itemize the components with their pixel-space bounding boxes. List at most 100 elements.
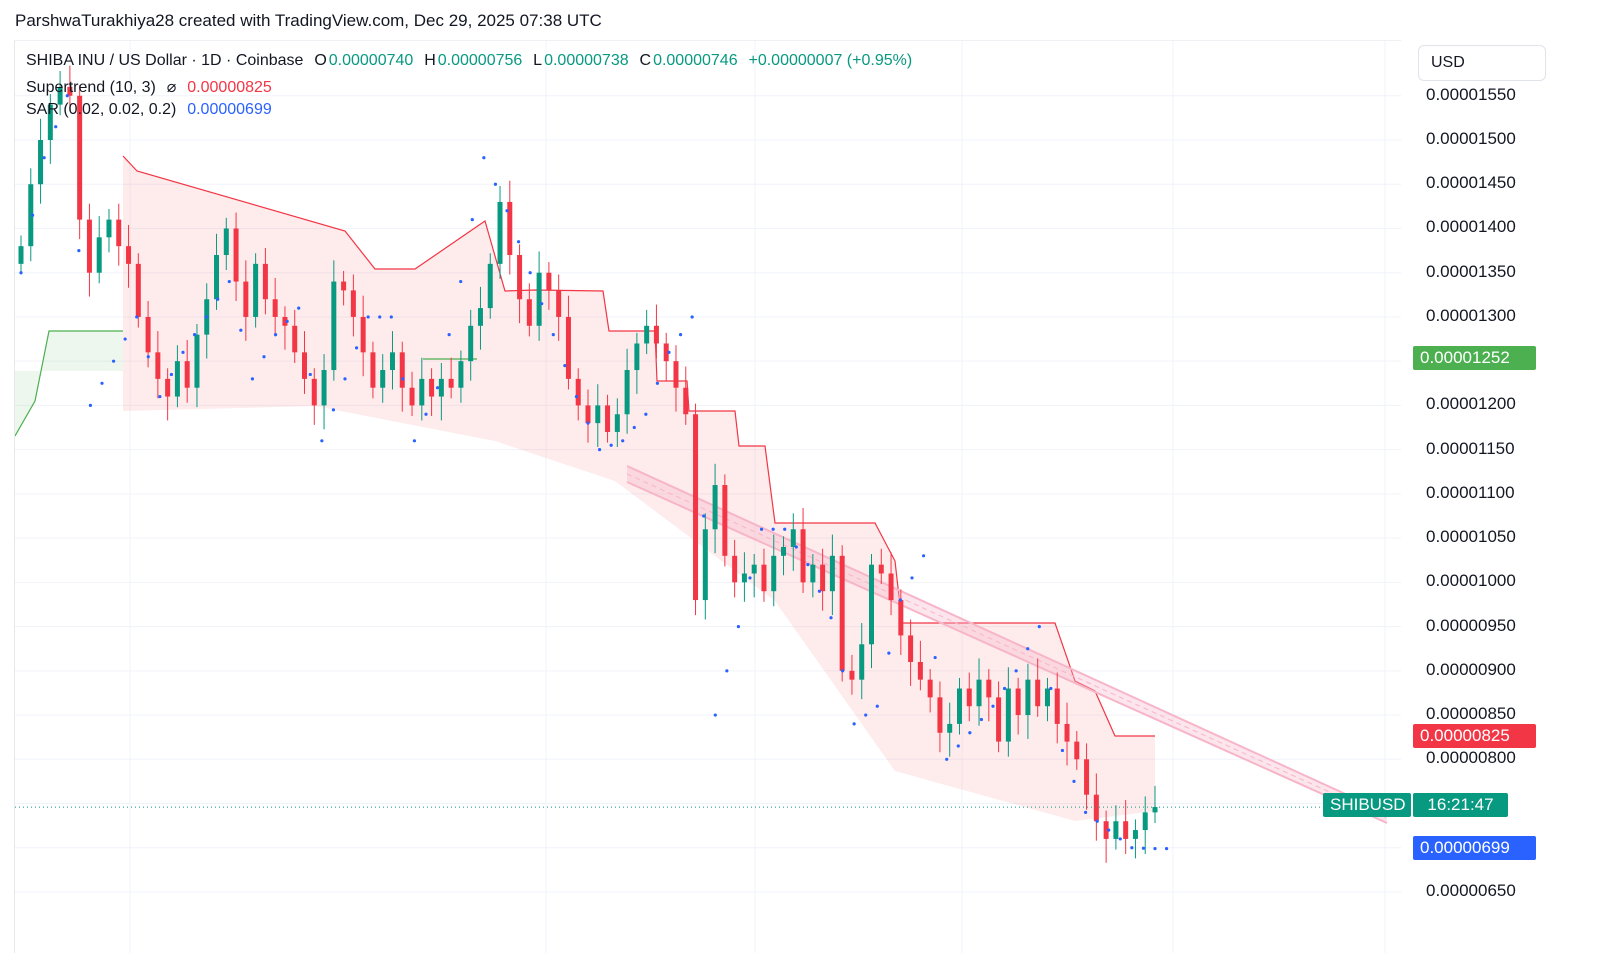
candle-body — [223, 228, 229, 256]
candle-body — [448, 378, 454, 388]
symbol-title[interactable]: SHIBA INU / US Dollar · 1D · Coinbase — [26, 52, 304, 69]
trendline-mid — [626, 473, 1388, 819]
candle-body — [546, 272, 552, 291]
sar-dot — [88, 403, 93, 408]
sar-dot — [968, 731, 972, 735]
candle-body — [419, 378, 425, 406]
candle-body — [57, 86, 63, 105]
low-value: 0.00000738 — [544, 52, 629, 69]
price-axis-tick: 0.00001350 — [1426, 261, 1516, 281]
sar-dot — [771, 527, 775, 531]
price-axis-tick: 0.00001550 — [1426, 84, 1516, 104]
candle-body — [214, 255, 220, 300]
sar-dot — [204, 315, 208, 319]
candle-body — [702, 529, 708, 601]
sar-dot — [482, 156, 486, 160]
sar-dot — [991, 704, 995, 708]
close-value: 0.00000746 — [653, 52, 738, 69]
candle-body — [438, 378, 444, 397]
sar-dot — [1049, 686, 1053, 691]
sar-dot — [354, 346, 359, 350]
sar-dot — [713, 713, 717, 717]
candle-body — [350, 290, 356, 317]
candle-body — [380, 370, 386, 388]
candle-body — [126, 246, 132, 264]
sar-dot — [378, 315, 382, 319]
sar-label: SAR (0.02, 0.02, 0.2) — [26, 101, 177, 118]
legend-sar[interactable]: SAR (0.02, 0.02, 0.2) 0.00000699 — [26, 101, 274, 119]
sar-dot — [250, 377, 255, 381]
sar-dot — [412, 439, 417, 443]
sar-dot — [644, 412, 648, 416]
candle-body — [585, 405, 591, 424]
symbol-tag: SHIBUSD — [1323, 793, 1411, 817]
price-axis-tick: 0.00001000 — [1426, 571, 1516, 591]
currency-button[interactable]: USD — [1418, 45, 1546, 81]
candle-body — [1142, 812, 1148, 831]
candle-body — [67, 86, 73, 96]
price-chart[interactable] — [15, 41, 1401, 953]
sar-dot — [806, 563, 810, 567]
sar-dot — [1072, 779, 1076, 784]
sar-dot — [227, 279, 231, 284]
candle-body — [155, 352, 161, 379]
countdown-tag: 16:21:47 — [1413, 793, 1508, 817]
chart-pane[interactable] — [14, 40, 1401, 953]
candle-body — [595, 405, 601, 424]
candle-body — [634, 343, 640, 371]
sar-dot — [424, 412, 428, 416]
candle-body — [820, 564, 826, 592]
candle-body — [1015, 688, 1021, 716]
sar-dot — [1060, 748, 1065, 753]
sar-dot — [540, 302, 544, 306]
candle-body — [556, 290, 562, 317]
trendline-channel — [626, 465, 1388, 824]
candle-body — [663, 343, 669, 362]
sar-dot — [146, 355, 150, 359]
eye-slash-icon[interactable]: ⌀ — [166, 79, 177, 96]
sar-dot — [123, 337, 127, 341]
sar-dot — [320, 439, 324, 443]
sar-tag: 0.00000699 — [1413, 836, 1536, 860]
candle-body — [927, 679, 933, 698]
sar-dot — [597, 448, 602, 452]
candle-body — [341, 281, 347, 291]
legend-supertrend[interactable]: Supertrend (10, 3) ⌀ 0.00000825 — [26, 77, 274, 97]
candle-body — [722, 485, 728, 556]
trendline-band — [627, 466, 1387, 823]
sar-dot — [632, 425, 636, 430]
sar-dot — [470, 218, 474, 222]
candle-body — [18, 246, 24, 264]
candle-body — [1132, 830, 1138, 839]
sar-dot — [505, 209, 509, 213]
sar-dot — [702, 514, 706, 518]
sar-dot — [435, 386, 440, 390]
candle-body — [849, 670, 855, 680]
supertrend-down-tag: 0.00000825 — [1413, 724, 1536, 748]
candle-body — [771, 555, 777, 592]
sar-dot — [100, 381, 104, 385]
candle-body — [1103, 821, 1109, 839]
candle-body — [751, 564, 757, 574]
candle-body — [917, 661, 923, 680]
sar-dot — [1107, 828, 1111, 832]
sar-dot — [528, 271, 532, 275]
candle-body — [966, 688, 972, 707]
price-axis-tick: 0.00001050 — [1426, 527, 1516, 547]
supertrend-bullish-line — [15, 330, 123, 437]
candle-body — [77, 95, 83, 220]
candle-body — [790, 529, 796, 547]
sar-dot — [308, 372, 312, 377]
sar-dot — [1130, 846, 1134, 850]
sar-dot — [1037, 624, 1041, 629]
sar-dot — [30, 213, 35, 217]
candle-body — [761, 564, 767, 592]
sar-dot — [343, 377, 347, 381]
candle-body — [565, 316, 571, 379]
candle-body — [28, 184, 34, 247]
candle-body — [1035, 679, 1041, 707]
sar-dot — [262, 355, 266, 359]
price-axis-tick: 0.00000800 — [1426, 748, 1516, 768]
candle-body — [233, 228, 239, 282]
candle-body — [1113, 821, 1119, 839]
